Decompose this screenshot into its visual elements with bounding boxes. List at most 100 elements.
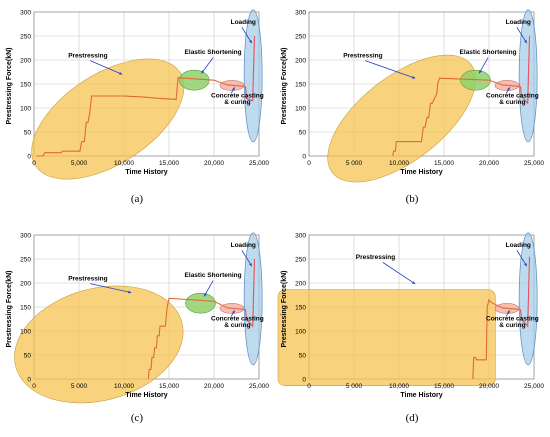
chart-panel-c: 0 50 100 150 200 250 300 0 5 000 10,000 15,000 20,0… (6, 232, 269, 404)
annotation-arrow-prestressing (365, 60, 416, 79)
x-tick-label: 10,000 (389, 160, 409, 167)
prestressing-region (31, 58, 185, 180)
caption-d: (d) (405, 412, 419, 424)
x-tick-label: 5 000 (346, 383, 363, 390)
y-tick-label: 50 (299, 352, 307, 359)
y-tick-label: 150 (20, 81, 31, 88)
x-tick-label: 25,000 (524, 160, 544, 167)
elastic-shortening-region (185, 292, 216, 314)
x-tick-label: 10,000 (114, 160, 134, 167)
annotation-prestressing: Prestressing (68, 53, 107, 60)
series-line-prestressing (36, 77, 246, 157)
x-tick-label: 5 000 (346, 160, 363, 167)
annotation-curing: & curing (499, 99, 525, 106)
y-tick-label: 200 (20, 280, 31, 287)
annotation-arrow-elastic (201, 57, 214, 74)
annotation-concrete-casting: Concrete casting (211, 315, 264, 322)
annotation-arrow-elastic (478, 57, 489, 74)
annotation-arrow-prestressing (90, 283, 132, 294)
caption-b: (b) (405, 193, 419, 205)
x-tick-label: 20,000 (479, 383, 499, 390)
x-tick-label: 15,000 (434, 383, 454, 390)
y-tick-label: 300 (295, 232, 306, 239)
y-tick-label: 100 (20, 105, 31, 112)
x-tick-label: 25,000 (249, 383, 269, 390)
annotation-arrow-casting (230, 87, 236, 94)
annotation-curing: & curing (499, 322, 525, 329)
y-axis-title: Prestressing Force(kN) (6, 47, 13, 124)
annotation-prestressing: Prestressing (68, 276, 107, 283)
y-axis-title: Prestressing Force(kN) (6, 270, 13, 347)
y-axis-title: Prestressing Force(kN) (281, 47, 288, 124)
x-tick-label: 25,000 (524, 383, 544, 390)
chart-panel-d: 0 50 100 150 200 250 300 0 5 000 10,000 15,000 20,0… (277, 232, 544, 399)
y-tick-label: 150 (295, 81, 306, 88)
annotation-arrow-prestressing (382, 262, 416, 285)
annotation-loading: Loading (506, 242, 531, 249)
annotation-elastic-shortening: Elastic Shortening (460, 49, 517, 56)
annotation-loading: Loading (506, 19, 531, 26)
y-tick-label: 100 (20, 328, 31, 335)
x-tick-label: 20,000 (204, 160, 224, 167)
prestressing-region (277, 289, 496, 387)
y-tick-label: 150 (295, 304, 306, 311)
x-tick-label: 20,000 (479, 160, 499, 167)
prestressing-region (14, 285, 184, 404)
region-highlights (277, 232, 538, 387)
annotation-arrow-loading (241, 250, 253, 267)
x-tick-label: 15,000 (434, 160, 454, 167)
y-tick-label: 200 (295, 57, 306, 64)
y-tick-label: 200 (295, 280, 306, 287)
chart-panel-a: 0 50 100 150 200 250 300 0 5,000 10,000 15,000 20,0… (6, 9, 269, 180)
x-tick-label: 10,000 (389, 383, 409, 390)
x-tick-label: 0 (32, 160, 36, 167)
y-tick-label: 0 (302, 376, 306, 383)
series-line-loading (244, 35, 256, 102)
y-tick-label: 300 (20, 9, 31, 16)
x-tick-label: 0 (32, 383, 36, 390)
y-tick-label: 250 (20, 33, 31, 40)
annotation-curing: & curing (224, 322, 250, 329)
y-tick-label: 0 (27, 153, 31, 160)
y-tick-label: 300 (20, 232, 31, 239)
y-tick-label: 100 (295, 328, 306, 335)
annotation-elastic-shortening: Elastic Shortening (185, 272, 242, 279)
x-axis-title: Time History (400, 392, 442, 399)
prestressing-region (327, 54, 477, 183)
caption-a: (a) (130, 193, 144, 205)
annotation-arrow-elastic (203, 280, 214, 297)
series-line-loading (244, 258, 256, 328)
y-tick-label: 200 (20, 57, 31, 64)
y-tick-label: 50 (299, 129, 307, 136)
series-line-prestressing (392, 77, 521, 157)
elastic-shortening-region (178, 69, 210, 91)
annotation-loading: Loading (231, 242, 256, 249)
annotation-elastic-shortening: Elastic Shortening (185, 49, 242, 56)
annotation-arrow-loading (516, 27, 528, 44)
annotation-concrete-casting: Concrete casting (486, 92, 539, 99)
y-tick-label: 300 (295, 9, 306, 16)
x-tick-label: 10,000 (114, 383, 134, 390)
x-tick-label: 20,000 (204, 383, 224, 390)
x-axis-title: Time History (400, 169, 442, 176)
annotation-concrete-casting: Concrete casting (486, 315, 539, 322)
y-tick-label: 50 (24, 352, 32, 359)
x-axis-title: Time History (125, 169, 167, 176)
series-line-prestressing (147, 297, 246, 380)
annotation-concrete-casting: Concrete casting (211, 92, 264, 99)
annotation-prestressing: Prestressing (356, 254, 395, 261)
y-tick-label: 50 (24, 129, 32, 136)
annotation-arrow-loading (241, 27, 253, 44)
caption-c: (c) (130, 412, 144, 424)
annotation-arrow-casting (505, 310, 511, 317)
series-line-loading (519, 35, 531, 105)
series-line-prestressing (472, 298, 521, 380)
annotation-arrow-prestressing (90, 60, 123, 75)
x-tick-label: 25,000 (249, 160, 269, 167)
x-axis-title: Time History (125, 392, 167, 399)
annotation-arrow-casting (505, 87, 511, 94)
y-tick-label: 250 (20, 256, 31, 263)
x-tick-label: 0 (307, 383, 311, 390)
y-tick-label: 0 (302, 153, 306, 160)
series-line-loading (519, 256, 531, 328)
